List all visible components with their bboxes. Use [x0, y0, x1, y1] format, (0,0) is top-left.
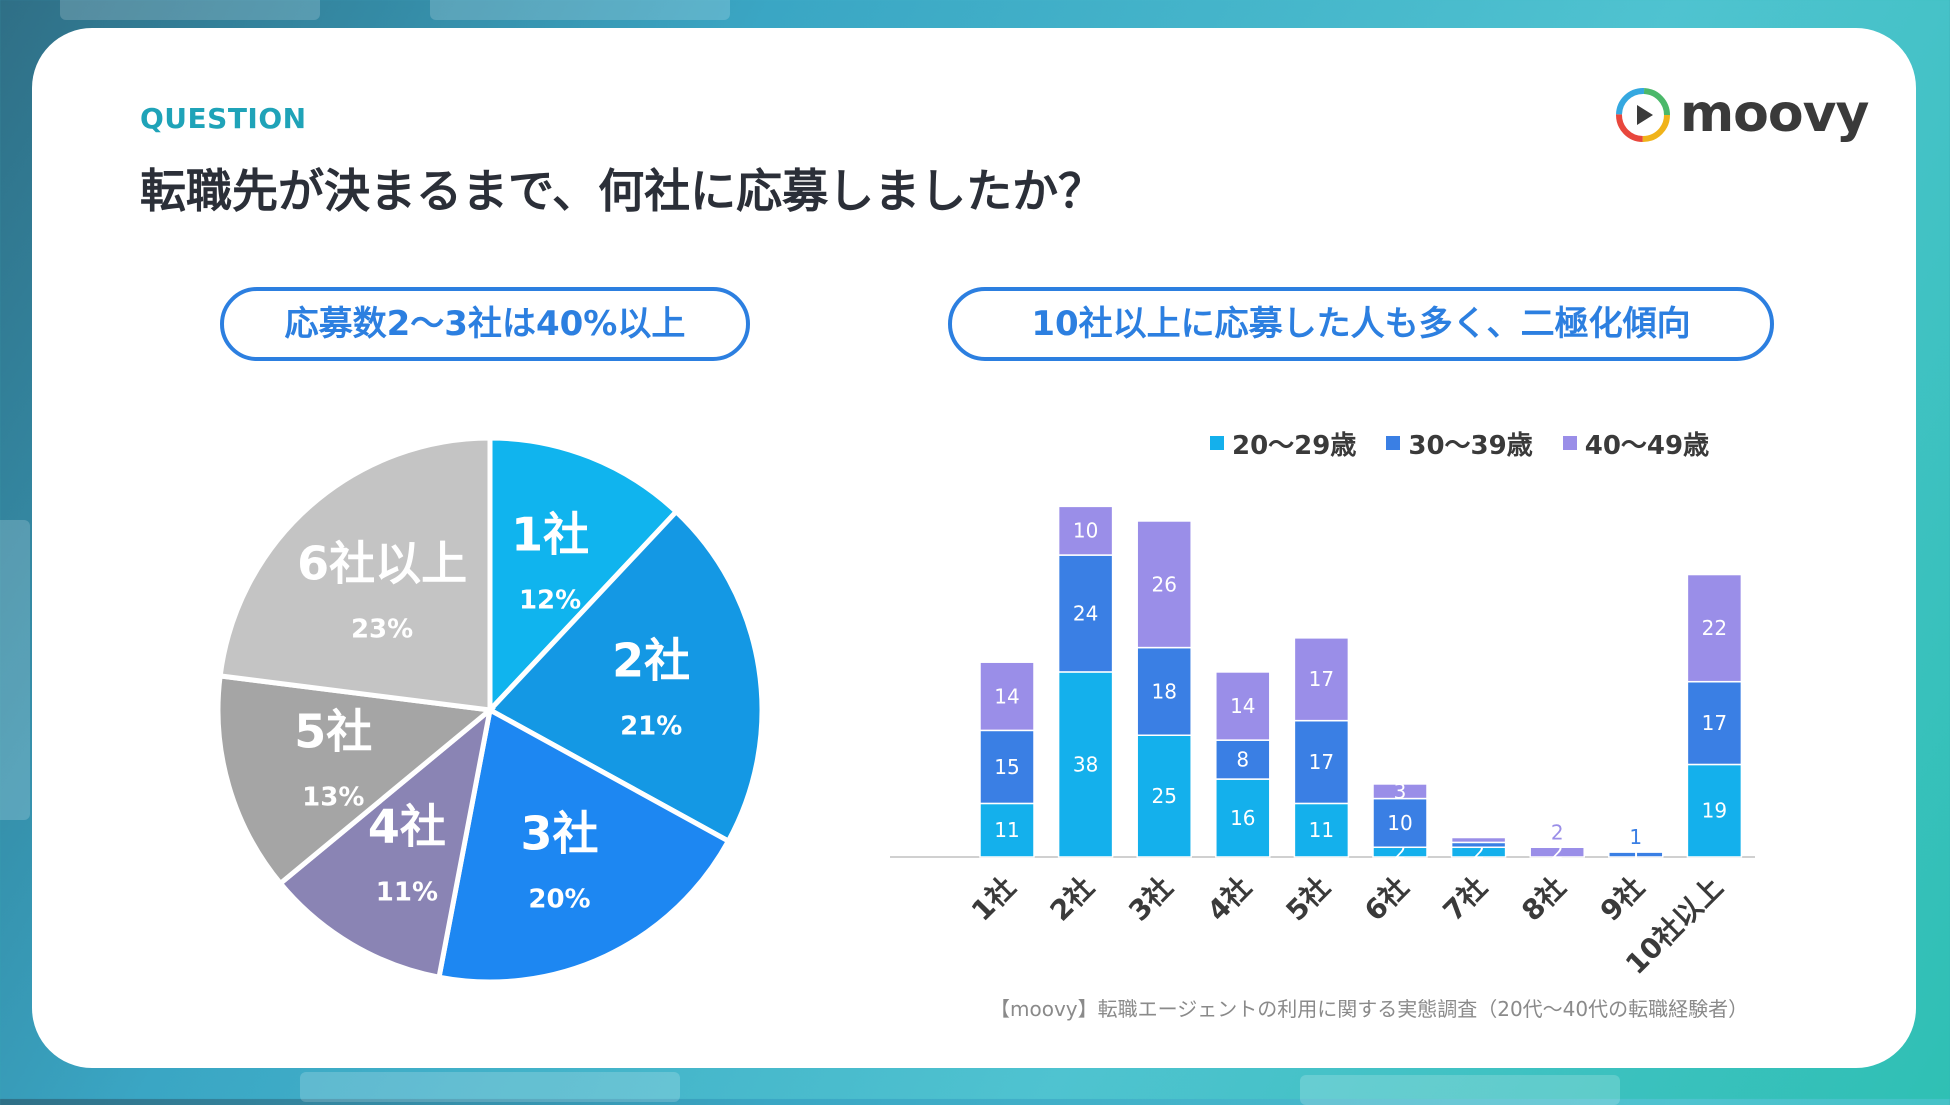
bar-segment	[979, 729, 1035, 805]
x-tick-label: 1社	[965, 871, 1022, 928]
x-tick-label: 7社	[1437, 871, 1494, 928]
x-tick-label: 5社	[1279, 871, 1336, 928]
bar-segment	[1136, 734, 1192, 858]
bar-data-label-outside: 1	[1629, 825, 1642, 849]
x-tick-label: 4社	[1201, 871, 1258, 928]
bar-data-label: 14	[994, 684, 1019, 708]
bar-segment	[1215, 739, 1271, 780]
legend-item: 20〜29歳	[1210, 426, 1357, 461]
x-tick-label: 6社	[1358, 871, 1415, 928]
background-tile	[300, 1072, 680, 1102]
x-tick-label: 3社	[1122, 871, 1179, 928]
bar-data-label: 38	[1073, 752, 1098, 776]
background-tile	[0, 520, 30, 820]
x-tick-label: 2社	[1044, 871, 1101, 928]
pie-slice-label: 5社	[294, 705, 372, 759]
bar-segment	[1215, 671, 1271, 741]
bar-legend: 20〜29歳 30〜39歳 40〜49歳	[1210, 426, 1710, 461]
bar-data-label: 15	[994, 755, 1019, 779]
bar-segment	[1608, 851, 1664, 858]
bar-data-label: 10	[1073, 519, 1098, 543]
pie-slice-label: 2社	[612, 633, 690, 687]
bar-data-label: 3	[1394, 779, 1407, 803]
legend-swatch	[1210, 436, 1224, 450]
pie-slice-percent: 12%	[519, 585, 581, 615]
bar-data-label: 16	[1230, 806, 1255, 830]
bar-data-label: 1	[1629, 843, 1642, 867]
bar-segment	[1293, 719, 1350, 805]
x-tick-label: 8社	[1515, 871, 1572, 928]
moovy-logo: moovy	[1612, 82, 1869, 146]
logo-text: moovy	[1680, 84, 1869, 144]
pie-slice-label: 4社	[368, 799, 446, 853]
bar-data-label: 19	[1702, 799, 1727, 823]
pie-chart: 1社 12% 2社 21% 3社 20% 4社 11% 5社 13% 6社以上 23%	[215, 435, 765, 985]
bar-segment	[1529, 846, 1585, 858]
bar-segment	[979, 661, 1035, 732]
bar-data-label: 22	[1702, 616, 1727, 640]
pie-headline-pill: 応募数2〜3社は40%以上	[220, 287, 750, 361]
pie-slice	[276, 703, 494, 981]
bar-data-label: 8	[1236, 748, 1249, 772]
question-label: QUESTION	[140, 102, 307, 135]
bar-segment	[1293, 802, 1350, 858]
bar-data-label: 10	[1387, 811, 1412, 835]
background-tile	[430, 0, 730, 20]
bar-data-label: 2	[1551, 840, 1564, 864]
pie-slice-percent: 20%	[528, 885, 590, 915]
bar-segment	[1293, 637, 1350, 722]
bar-segment	[1372, 783, 1428, 800]
bar-data-label: 25	[1151, 784, 1176, 808]
page-title: 転職先が決まるまで、何社に応募しましたか？	[140, 164, 1105, 218]
x-tick-label: 9社	[1594, 871, 1651, 928]
bar-segment	[1686, 573, 1743, 683]
bar-segment	[1372, 797, 1428, 849]
legend-swatch	[1386, 436, 1401, 450]
background-tile	[60, 0, 320, 20]
bar-data-label-outside: 2	[1551, 820, 1564, 844]
bar-segment	[1450, 836, 1507, 844]
bar-segment	[1136, 520, 1192, 649]
legend-item: 40〜49歳	[1562, 426, 1710, 461]
bar-data-label: 14	[1230, 694, 1255, 718]
bar-data-label: 17	[1309, 750, 1334, 774]
source-note: 【moovy】転職エージェントの利用に関する実態調査（20代〜40代の転職経験者…	[990, 997, 1749, 1021]
pie-slice	[217, 435, 493, 713]
legend-label: 30〜39歳	[1408, 430, 1533, 461]
legend-label: 40〜49歳	[1584, 430, 1710, 461]
bar-segment	[1686, 763, 1743, 858]
pie-slice	[215, 673, 497, 887]
bar-data-label: 24	[1073, 602, 1098, 626]
bar-segment	[1136, 646, 1192, 736]
pie-slice-label: 1社	[511, 507, 589, 561]
pie-slice	[485, 508, 765, 845]
pie-slice-label: 3社	[520, 807, 598, 861]
bar-data-label: 26	[1151, 572, 1176, 596]
pie-slice	[487, 435, 680, 717]
legend-swatch	[1562, 436, 1577, 450]
pie-slice-percent: 13%	[302, 783, 364, 813]
bar-segment	[1686, 680, 1743, 766]
bar-data-label: 11	[994, 818, 1019, 842]
background-tile	[1300, 1075, 1620, 1105]
bar-headline-pill: 10社以上に応募した人も多く、二極化傾向	[948, 287, 1774, 361]
pie-slice-label: 6社以上	[297, 537, 467, 591]
bar-data-label: 17	[1309, 667, 1334, 691]
bar-segment	[1057, 671, 1114, 858]
legend-label: 20〜29歳	[1232, 430, 1357, 461]
pie-slice	[436, 706, 732, 985]
bar-segment	[1057, 505, 1114, 556]
bar-data-label: 18	[1151, 679, 1176, 703]
bar-segment	[1057, 554, 1114, 673]
bar-data-label: 11	[1309, 818, 1334, 842]
pie-slice-percent: 23%	[351, 615, 413, 645]
bar-segment	[1215, 778, 1271, 858]
legend-item: 30〜39歳	[1386, 426, 1533, 461]
play-icon	[1616, 88, 1670, 142]
bar-data-label: 17	[1702, 711, 1727, 735]
stacked-bar-chart: 11 15 14 1社 38 24 10 2社 25 18 26 3社 16 8 14 4社 11 17 17 5社 2…	[890, 505, 1755, 981]
pie-slice-percent: 21%	[620, 711, 682, 741]
pie-slice-percent: 11%	[376, 877, 438, 907]
